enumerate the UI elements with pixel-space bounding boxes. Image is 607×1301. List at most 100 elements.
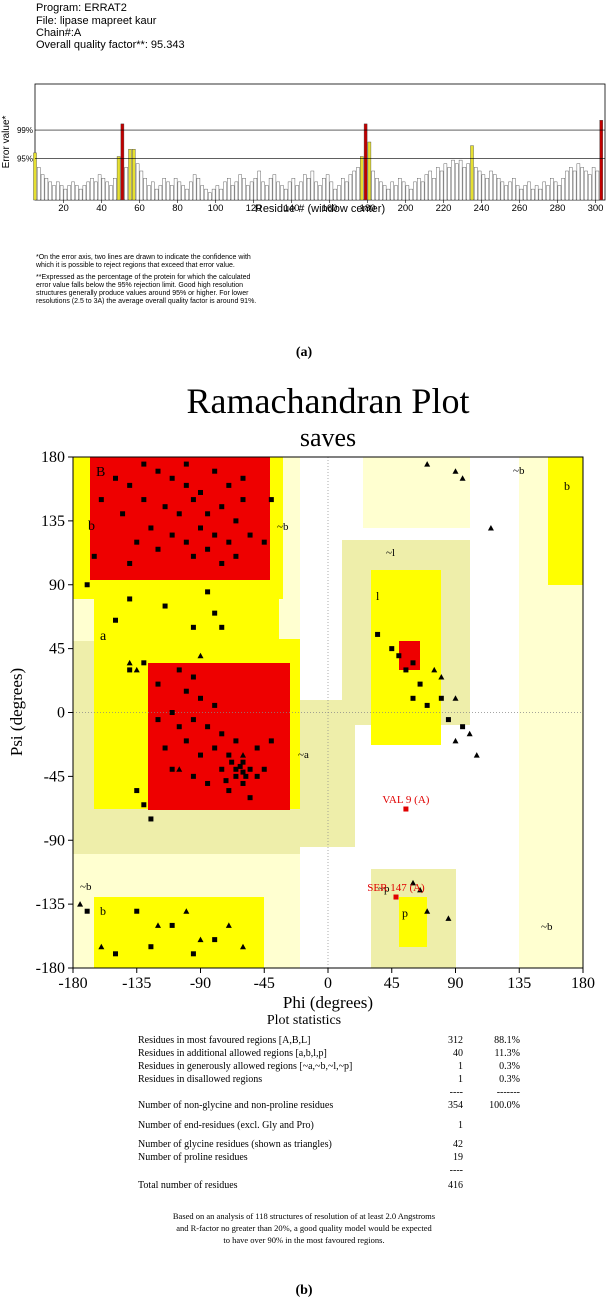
bar (75, 185, 79, 201)
bar (466, 163, 470, 201)
residue-point (162, 603, 168, 609)
residue-point (198, 695, 203, 701)
residue-point (176, 724, 182, 730)
bar (33, 152, 37, 201)
residue-point (212, 937, 218, 943)
bar (208, 192, 212, 201)
region-favoured (399, 641, 420, 670)
chart-subtitle: saves (300, 423, 356, 452)
region-allowed (94, 897, 264, 968)
bar (113, 178, 117, 201)
stat-count: 19 (453, 1152, 463, 1163)
bar (242, 178, 246, 201)
flagged-label: SER 147 (A) (367, 882, 425, 894)
bar (420, 181, 425, 201)
header-line: Overall quality factor**: 95.343 (36, 39, 185, 51)
glycine-point (459, 475, 466, 481)
residue-point (219, 624, 225, 630)
residue-point (219, 504, 225, 510)
bar (458, 159, 463, 201)
residue-point (98, 497, 104, 503)
footnote: Based on an analysis of 118 structures o… (173, 1211, 435, 1245)
bar (341, 178, 345, 201)
residue-point (219, 560, 225, 566)
x-tick-label: 240 (474, 203, 490, 214)
bar (143, 178, 147, 201)
stat-count: ---- (450, 1087, 463, 1098)
bar (200, 185, 204, 201)
residue-point (261, 539, 267, 545)
residue-point (226, 539, 232, 545)
stat-label: Total number of residues (138, 1180, 238, 1191)
glycine-point (133, 666, 140, 673)
bar (436, 167, 440, 201)
bar (257, 170, 261, 201)
residue-point (240, 769, 246, 775)
residue-point (127, 596, 133, 602)
stat-count: 1 (458, 1074, 463, 1085)
x-tick-label: -45 (254, 975, 275, 992)
glycine-point (240, 752, 246, 758)
bar (394, 185, 398, 201)
bar (493, 174, 497, 201)
bar (455, 163, 459, 201)
bar (538, 188, 543, 201)
stat-label: Number of glycine residues (shown as tri… (138, 1139, 332, 1150)
residue-point (205, 589, 211, 595)
region-label: l (376, 589, 380, 603)
residue-point (183, 738, 189, 744)
x-axis-title: Phi (degrees) (283, 993, 373, 1012)
y-tick-label: -135 (36, 896, 65, 913)
bar (447, 167, 451, 201)
errat-header: Program: ERRAT2 File: lipase mapreet kau… (36, 2, 185, 51)
x-tick-label: 60 (134, 203, 145, 214)
bar (409, 188, 413, 201)
residue-point (198, 752, 203, 758)
stat-count: 416 (448, 1180, 463, 1191)
glycine-point (98, 943, 105, 950)
bar (470, 145, 474, 201)
bar (591, 167, 596, 201)
stat-percent: 0.3% (499, 1061, 520, 1072)
stat-label: Residues in most favoured regions [A,B,L… (138, 1035, 310, 1046)
residue-point (155, 546, 161, 552)
y-tick-label: -180 (36, 960, 65, 977)
bar (215, 185, 220, 201)
residue-point (190, 497, 196, 503)
residue-point (212, 702, 218, 708)
glycine-point (197, 652, 204, 659)
bar (170, 185, 174, 201)
bar (481, 174, 486, 201)
bar (284, 188, 288, 201)
region-allowed (548, 457, 583, 585)
bar (584, 170, 588, 201)
bar (550, 178, 554, 201)
residue-point (261, 766, 267, 772)
y-tick-label: 45 (49, 641, 65, 658)
bar (432, 178, 436, 201)
bar (322, 178, 326, 201)
bar (189, 181, 193, 201)
stat-label: Number of end-residues (excl. Gly and Pr… (138, 1120, 314, 1131)
residue-point (190, 674, 196, 680)
header-line: Chain#:A (36, 27, 82, 39)
residue-point (148, 525, 154, 531)
bar (272, 174, 277, 201)
residue-point (84, 908, 90, 914)
residue-point (176, 511, 182, 517)
bar (86, 181, 90, 201)
region-allowed (94, 599, 279, 639)
region-favoured (90, 457, 270, 580)
bar (56, 181, 60, 201)
bar (135, 163, 140, 201)
x-tick-label: 220 (436, 203, 452, 214)
glycine-point (176, 766, 183, 772)
y-tick-label: 0 (57, 705, 65, 722)
residue-point (141, 802, 147, 808)
bar (101, 178, 106, 201)
bar (333, 188, 337, 201)
residue-point (148, 816, 154, 822)
bar (59, 185, 64, 201)
residue-point (226, 482, 232, 488)
